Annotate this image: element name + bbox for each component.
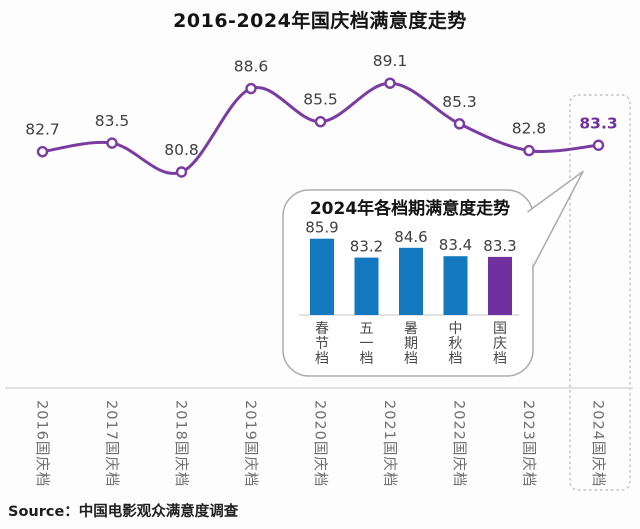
bar-category-label: 国 (493, 321, 507, 337)
x-axis-tick-label: 2016国庆档 (34, 400, 51, 487)
data-point-marker (106, 137, 118, 149)
bar-value-label: 83.4 (439, 236, 472, 254)
bar-value-label: 84.6 (394, 228, 427, 246)
x-axis-tick-label: 2017国庆档 (103, 400, 120, 487)
x-axis-tick-label: 2018国庆档 (173, 400, 190, 487)
data-point-label: 89.1 (373, 52, 408, 70)
satisfaction-bar (354, 257, 379, 315)
satisfaction-bar (310, 238, 334, 315)
highlight-value-label: 83.3 (579, 114, 617, 132)
data-point-marker (523, 144, 535, 157)
satisfaction-bar (399, 247, 423, 315)
satisfaction-bar (443, 256, 468, 315)
data-point-marker (314, 116, 327, 128)
bar-category-label: 档 (360, 351, 374, 367)
bar-category-label: 档 (315, 351, 329, 367)
x-axis-tick-label: 2020国庆档 (312, 400, 329, 487)
data-point-label: 83.5 (95, 112, 130, 130)
data-point-marker (592, 139, 605, 151)
data-point-marker (245, 82, 257, 95)
data-point-label: 82.8 (512, 120, 547, 138)
data-point-marker (384, 77, 396, 89)
data-point-label: 85.3 (442, 93, 477, 111)
x-axis-tick-label: 2022国庆档 (451, 400, 468, 487)
bar-category-label: 暑 (404, 321, 418, 337)
bar-category-label: 秋 (449, 336, 463, 352)
bar-category-label: 庆 (493, 336, 507, 352)
bar-category-label: 中 (449, 321, 463, 337)
bar-category-label: 春 (315, 321, 329, 337)
satisfaction-bar (488, 256, 512, 315)
bar-category-label: 节 (315, 336, 329, 352)
highlight-dashed-box (569, 94, 631, 491)
bar-category-label: 档 (493, 351, 507, 367)
x-axis-tick-label: 2024国庆档 (590, 400, 607, 487)
x-axis-tick-label: 2023国庆档 (520, 400, 537, 487)
bar-value-label: 83.3 (483, 237, 516, 255)
data-point-marker (453, 118, 466, 130)
bar-category-label: 档 (449, 351, 463, 367)
bar-value-label: 83.2 (350, 238, 383, 256)
bar-category-label: 一 (360, 336, 374, 352)
x-axis-tick-label: 2019国庆档 (242, 400, 259, 487)
inset-bubble-tail (527, 170, 584, 268)
bar-category-label: 期 (404, 336, 418, 352)
data-point-marker (36, 145, 49, 158)
data-point-marker (175, 166, 188, 178)
bar-category-label: 档 (404, 351, 418, 367)
bar-value-label: 85.9 (305, 219, 338, 237)
x-axis-tick-label: 2021国庆档 (381, 400, 398, 487)
data-point-label: 82.7 (25, 121, 60, 139)
bar-category-label: 五 (360, 321, 374, 337)
data-point-label: 80.8 (164, 141, 199, 159)
data-point-label: 85.5 (303, 91, 338, 109)
inset-title: 2024年各档期满意度走势 (310, 198, 510, 219)
chart-title: 2016-2024年国庆档满意度走势 (173, 10, 467, 32)
source-note: Source：中国电影观众满意度调查 (8, 504, 239, 520)
data-point-label: 88.6 (234, 58, 269, 76)
